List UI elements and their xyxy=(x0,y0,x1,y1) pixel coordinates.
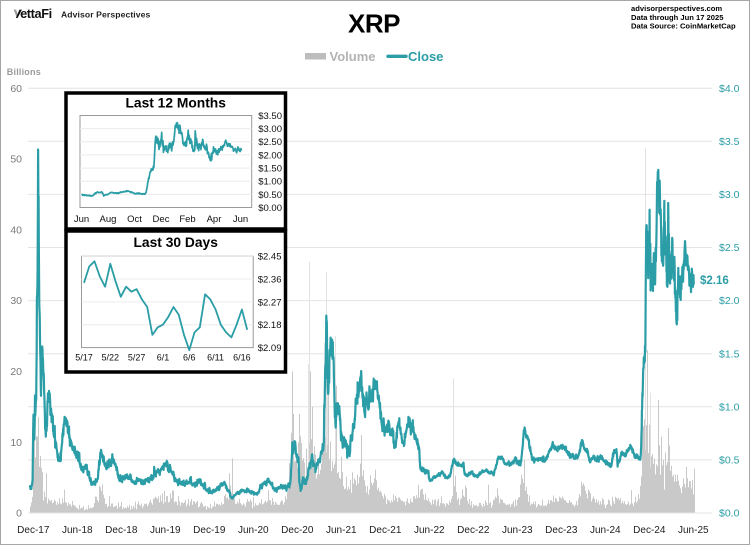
svg-text:Dec-24: Dec-24 xyxy=(633,525,666,536)
svg-text:Last 12 Months: Last 12 Months xyxy=(125,96,226,111)
svg-text:Dec-18: Dec-18 xyxy=(105,525,138,536)
svg-text:30: 30 xyxy=(10,295,22,307)
svg-text:$3.5: $3.5 xyxy=(719,136,740,148)
svg-text:$2.0: $2.0 xyxy=(719,295,740,307)
svg-text:Jun-25: Jun-25 xyxy=(678,525,709,536)
svg-text:Dec-22: Dec-22 xyxy=(457,525,490,536)
svg-text:$3.00: $3.00 xyxy=(258,124,282,135)
svg-text:Billions: Billions xyxy=(7,67,41,77)
svg-text:Jun-18: Jun-18 xyxy=(62,525,93,536)
svg-text:5/17: 5/17 xyxy=(75,353,93,363)
svg-text:Dec: Dec xyxy=(153,214,170,225)
svg-text:Dec-17: Dec-17 xyxy=(17,525,50,536)
svg-text:Jun-22: Jun-22 xyxy=(414,525,445,536)
svg-text:ettaFi: ettaFi xyxy=(20,6,52,21)
svg-text:Jun-23: Jun-23 xyxy=(502,525,533,536)
svg-text:$1.50: $1.50 xyxy=(258,164,282,175)
svg-text:6/6: 6/6 xyxy=(183,353,196,363)
svg-text:$2.36: $2.36 xyxy=(258,274,282,285)
svg-text:advisorperspectives.com: advisorperspectives.com xyxy=(631,4,722,13)
svg-text:$2.18: $2.18 xyxy=(258,320,282,331)
svg-text:Dec-20: Dec-20 xyxy=(281,525,314,536)
svg-text:Oct: Oct xyxy=(127,214,142,225)
svg-text:6/11: 6/11 xyxy=(207,353,224,363)
svg-text:Close: Close xyxy=(408,49,443,64)
svg-text:Jun: Jun xyxy=(233,214,248,225)
svg-text:$2.50: $2.50 xyxy=(258,137,282,148)
svg-text:$1.5: $1.5 xyxy=(719,348,740,360)
svg-text:$2.45: $2.45 xyxy=(258,252,282,263)
svg-text:$1.00: $1.00 xyxy=(258,177,282,188)
svg-text:Dec-19: Dec-19 xyxy=(193,525,226,536)
svg-text:$0.50: $0.50 xyxy=(258,190,282,201)
svg-text:Dec-21: Dec-21 xyxy=(369,525,402,536)
svg-text:$3.0: $3.0 xyxy=(719,189,740,201)
svg-text:6/1: 6/1 xyxy=(157,353,170,363)
svg-text:$1.0: $1.0 xyxy=(719,401,740,413)
svg-text:$2.27: $2.27 xyxy=(258,297,282,308)
svg-text:XRP: XRP xyxy=(348,8,400,38)
svg-text:$0.0: $0.0 xyxy=(719,508,740,520)
svg-text:Apr: Apr xyxy=(207,214,222,225)
svg-text:10: 10 xyxy=(10,437,22,449)
svg-text:Volume: Volume xyxy=(330,49,376,64)
svg-text:Last 30 Days: Last 30 Days xyxy=(134,235,219,250)
svg-text:Aug: Aug xyxy=(100,214,117,225)
svg-text:6/16: 6/16 xyxy=(233,353,251,363)
svg-text:40: 40 xyxy=(10,224,22,236)
svg-text:5/22: 5/22 xyxy=(102,353,120,363)
svg-text:60: 60 xyxy=(10,83,22,95)
svg-text:Data Source: CoinMarketCap: Data Source: CoinMarketCap xyxy=(631,22,736,31)
svg-text:Jun-24: Jun-24 xyxy=(590,525,621,536)
svg-text:$2.16: $2.16 xyxy=(700,275,729,287)
svg-text:$2.00: $2.00 xyxy=(258,150,282,161)
svg-text:Jun-21: Jun-21 xyxy=(326,525,357,536)
svg-text:$2.5: $2.5 xyxy=(719,242,740,254)
svg-text:Data through Jun 17 2025: Data through Jun 17 2025 xyxy=(631,13,724,22)
svg-text:0: 0 xyxy=(16,508,22,520)
svg-text:$3.50: $3.50 xyxy=(258,111,282,122)
svg-text:$2.09: $2.09 xyxy=(258,343,282,354)
svg-text:Advisor Perspectives: Advisor Perspectives xyxy=(61,10,151,20)
svg-text:50: 50 xyxy=(10,154,22,166)
svg-text:$4.0: $4.0 xyxy=(719,83,740,95)
svg-text:Jun-19: Jun-19 xyxy=(150,525,181,536)
svg-text:Dec-23: Dec-23 xyxy=(545,525,578,536)
svg-text:Jun: Jun xyxy=(74,214,89,225)
svg-text:$0.5: $0.5 xyxy=(719,455,740,467)
svg-text:$0.00: $0.00 xyxy=(258,203,282,214)
svg-text:5/27: 5/27 xyxy=(128,353,146,363)
svg-text:Jun-20: Jun-20 xyxy=(238,525,269,536)
svg-text:20: 20 xyxy=(10,366,22,378)
svg-text:Feb: Feb xyxy=(179,214,195,225)
